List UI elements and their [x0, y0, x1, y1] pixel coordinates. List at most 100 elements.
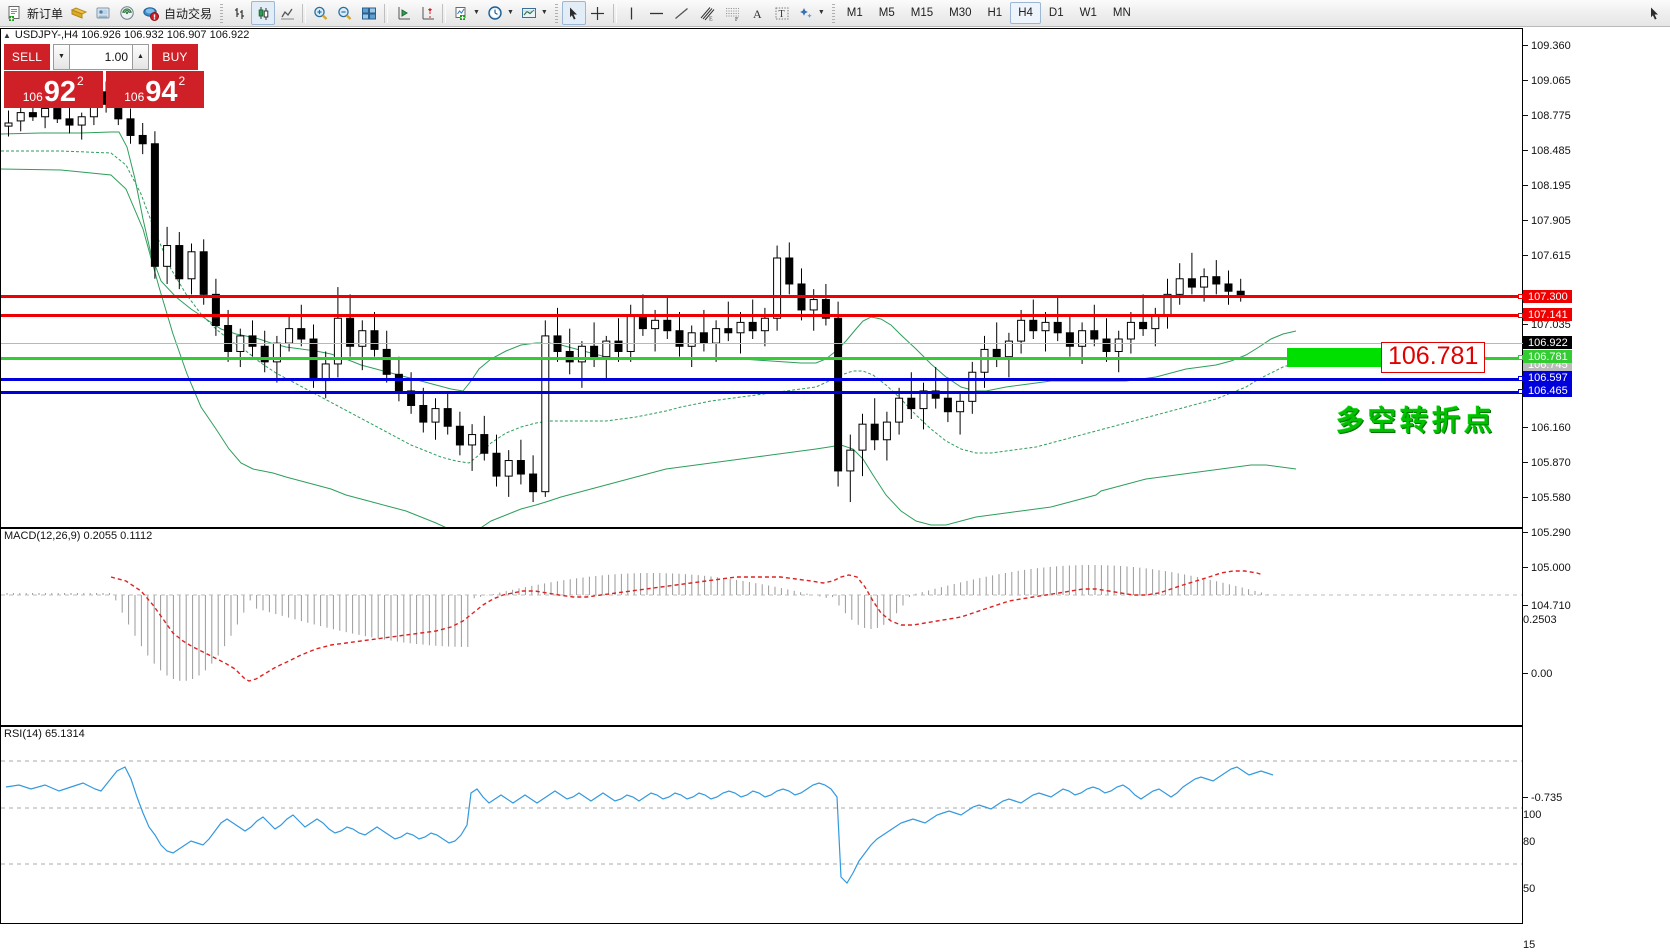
price-tag-knob[interactable]	[1518, 355, 1523, 360]
terminal-icon[interactable]	[91, 1, 115, 25]
templates-dropdown-caret-icon[interactable]: ▼	[540, 9, 548, 16]
indicators-dropdown-caret-icon[interactable]: ▼	[473, 9, 480, 16]
price-tag-knob[interactable]	[1518, 389, 1523, 394]
svg-text:F: F	[735, 17, 739, 22]
price-tick: 109.065	[1523, 75, 1571, 87]
fibonacci-icon[interactable]: F	[720, 1, 746, 25]
rsi-tick: 100	[1523, 809, 1542, 821]
macd-pane[interactable]: MACD(12,26,9) 0.2055 0.1112	[0, 528, 1523, 726]
price-pane[interactable]	[0, 28, 1524, 528]
price-tag-knob[interactable]	[1518, 294, 1523, 299]
price-tag-resistance-1[interactable]: 107.300	[1523, 290, 1572, 303]
line-chart-icon[interactable]	[275, 1, 299, 25]
new-order-label[interactable]: 新订单	[27, 6, 64, 21]
price-tick: 106.160	[1523, 422, 1571, 434]
price-scale[interactable]: 109.360 109.065 108.775 108.485 108.195 …	[1518, 28, 1670, 952]
timeframe-m1[interactable]: M1	[846, 7, 863, 19]
price-tag-resistance-2[interactable]: 107.141	[1523, 308, 1572, 321]
buy-button[interactable]: 106 94 2	[105, 70, 204, 108]
price-tick: 107.035	[1523, 319, 1571, 331]
auto-scroll-icon[interactable]	[415, 1, 439, 25]
volume-increment-button[interactable]: ▲	[132, 44, 149, 70]
rsi-tick: 15	[1523, 939, 1536, 951]
timeframe-h1[interactable]: H1	[987, 7, 1003, 19]
timeframe-m30[interactable]: M30	[949, 7, 972, 19]
price-tick: 105.580	[1523, 492, 1571, 504]
price-tag-pivot[interactable]: 106.781	[1523, 350, 1572, 363]
chart-shift-icon[interactable]	[391, 1, 415, 25]
timeframe-m15[interactable]: M15	[910, 7, 934, 19]
price-callout-annotation[interactable]: 106.781	[1381, 342, 1486, 373]
price-tag-knob[interactable]	[1518, 376, 1523, 381]
price-tag-support-1[interactable]: 106.597	[1523, 371, 1572, 384]
pivot-highlight-rectangle[interactable]	[1287, 348, 1382, 367]
period-icon[interactable]	[483, 1, 507, 25]
equidistant-channel-icon[interactable]: E	[694, 1, 720, 25]
main-toolbar: 新订单	[0, 0, 1670, 27]
price-tick: 109.360	[1523, 40, 1571, 52]
toolbar-grip-draw[interactable]	[552, 3, 560, 23]
level-line-support-2[interactable]	[1, 391, 1524, 394]
autotrading-icon[interactable]	[139, 1, 163, 25]
timeframe-h4[interactable]: H4	[1010, 2, 1041, 24]
objects-icon[interactable]	[794, 1, 818, 25]
macd-canvas	[1, 565, 1522, 682]
chinese-note-annotation[interactable]: 多空转折点	[1336, 404, 1497, 437]
volume-decrement-button[interactable]: ▼	[53, 44, 70, 70]
toolbar-grip-charts[interactable]	[218, 3, 226, 23]
sell-button[interactable]: 106 92 2	[4, 70, 103, 108]
volume-input[interactable]: 1.00	[70, 44, 132, 70]
text-icon[interactable]: A	[746, 1, 770, 25]
cursor-icon[interactable]	[561, 1, 586, 25]
label-icon[interactable]: T	[770, 1, 794, 25]
level-line-pivot[interactable]	[1, 357, 1524, 360]
hline-icon[interactable]	[644, 1, 669, 25]
toolbar-grip-periods[interactable]	[829, 3, 837, 23]
templates-icon[interactable]	[517, 1, 541, 25]
rsi-label: RSI(14) 65.1314	[4, 728, 85, 740]
svg-text:T: T	[778, 9, 784, 20]
collapse-caret-icon[interactable]: ▲	[3, 30, 11, 40]
macd-tick: -0.735	[1523, 792, 1562, 804]
rsi-pane[interactable]: RSI(14) 65.1314	[0, 726, 1523, 924]
level-line-resistance-2[interactable]	[1, 314, 1524, 317]
signals-icon[interactable]	[115, 1, 139, 25]
folder-icon[interactable]	[67, 1, 91, 25]
price-tag-current-price: 106.922	[1523, 336, 1572, 349]
trendline-icon[interactable]	[669, 1, 694, 25]
autotrading-label[interactable]: 自动交易	[164, 6, 213, 21]
volume-stepper[interactable]: ▼ 1.00 ▲	[53, 44, 149, 70]
price-chart-canvas	[1, 81, 1297, 527]
cursor-icon-right[interactable]	[1642, 1, 1666, 25]
sell-price-main: 92	[43, 76, 77, 108]
bar-chart-icon[interactable]	[227, 1, 251, 25]
price-tag-knob[interactable]	[1518, 313, 1523, 318]
timeframe-m5[interactable]: M5	[878, 7, 895, 19]
buy-price-fraction: 2	[178, 73, 186, 88]
sell-price-fraction: 2	[77, 73, 84, 88]
candle-chart-icon[interactable]	[251, 1, 276, 25]
price-tick: 105.870	[1523, 457, 1571, 469]
indicators-icon[interactable]	[449, 1, 473, 25]
macd-tick: 0.00	[1523, 668, 1552, 680]
vline-icon[interactable]	[620, 1, 644, 25]
svg-text:E: E	[709, 16, 713, 22]
one-click-trading-panel[interactable]: SELL ▼ 1.00 ▲ BUY 106 92 2 106 94 2	[4, 44, 204, 108]
price-tick: 108.775	[1523, 110, 1571, 122]
rsi-tick: 50	[1523, 883, 1536, 895]
one-click-trading-header: SELL ▼ 1.00 ▲ BUY	[4, 44, 204, 70]
timeframe-mn[interactable]: MN	[1112, 7, 1131, 19]
tile-windows-icon[interactable]	[357, 1, 381, 25]
objects-dropdown-caret-icon[interactable]: ▼	[817, 9, 825, 16]
new-order-icon[interactable]	[2, 1, 26, 25]
level-line-resistance-1[interactable]	[1, 295, 1524, 298]
crosshair-icon[interactable]	[586, 1, 610, 25]
level-line-support-1[interactable]	[1, 378, 1524, 381]
zoom-in-icon[interactable]	[309, 1, 333, 25]
timeframe-d1[interactable]: D1	[1048, 7, 1064, 19]
price-tag-support-2[interactable]: 106.465	[1523, 384, 1572, 397]
period-dropdown-caret-icon[interactable]: ▼	[506, 9, 514, 16]
timeframe-w1[interactable]: W1	[1079, 7, 1097, 19]
zoom-out-icon[interactable]	[333, 1, 357, 25]
buy-label: BUY	[152, 44, 198, 70]
